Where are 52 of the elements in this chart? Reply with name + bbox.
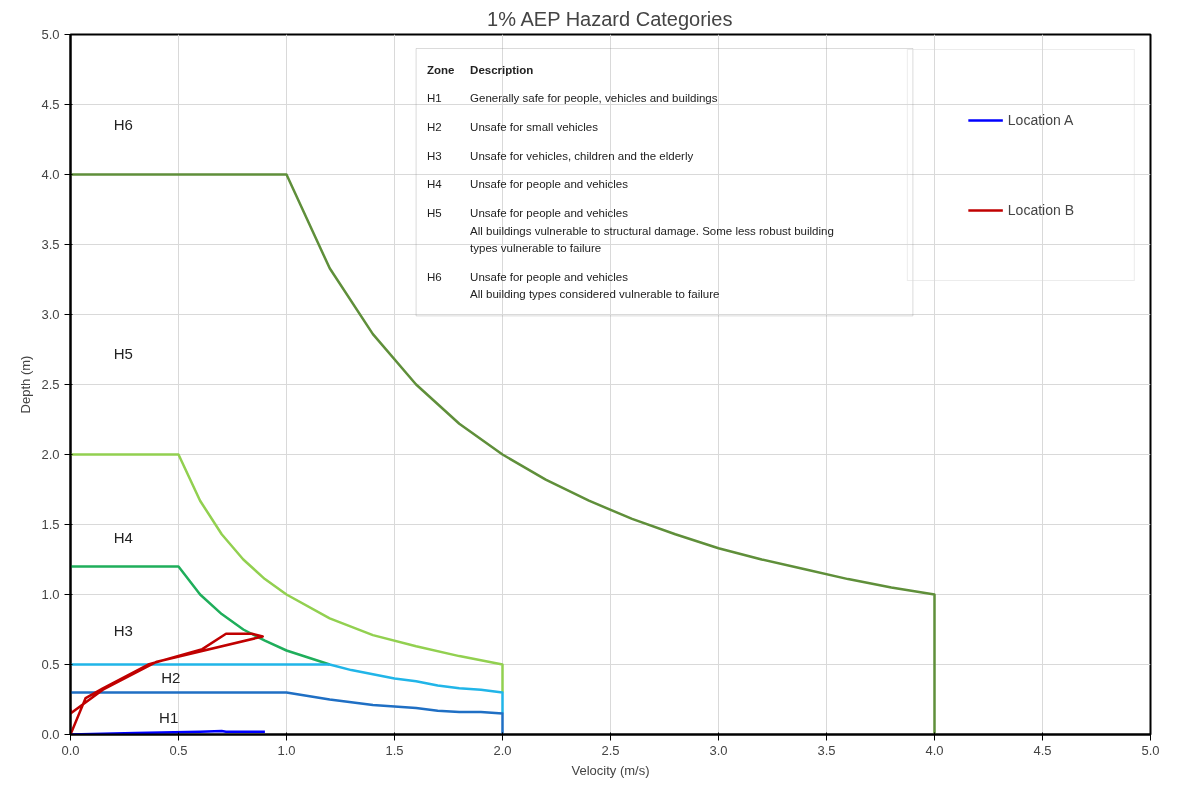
annotation: Description xyxy=(470,63,534,76)
x-tick-label: 5.0 xyxy=(1141,742,1160,758)
x-tick-label: 3.0 xyxy=(709,742,728,758)
x-axis-title: Velocity (m/s) xyxy=(571,762,650,778)
annotation: H2 xyxy=(426,120,442,133)
chart-title: 1% AEP Hazard Categories xyxy=(487,7,733,30)
line-series xyxy=(70,691,504,735)
annotation: H1 xyxy=(426,92,442,105)
annotation: Generally safe for people, vehicles and buildings xyxy=(470,92,718,105)
x-tick-label: 2.5 xyxy=(601,742,620,758)
line-series xyxy=(70,663,504,715)
annotation: Zone xyxy=(426,63,455,76)
x-tick-label: 0.0 xyxy=(61,742,80,758)
annotation: H4 xyxy=(113,528,133,546)
annotation: H4 xyxy=(426,178,443,191)
y-tick-label: 4.5 xyxy=(41,97,60,112)
annotation: Unsafe for people and vehicles All buildings vulnerable to structural damage. Some less robust building types vulnerable to failure xyxy=(470,207,834,254)
legend-label: Location B xyxy=(1007,202,1074,218)
annotation: Unsafe for people and vehicles xyxy=(470,178,629,191)
annotation: H2 xyxy=(161,668,181,686)
x-tick-label: 2.0 xyxy=(493,742,512,758)
annotation: H6 xyxy=(426,270,442,283)
x-tick-label: 1.5 xyxy=(385,742,404,758)
annotation: H5 xyxy=(113,345,133,363)
x-tick-label: 4.0 xyxy=(925,742,944,758)
annotation: Unsafe for vehicles, children and the elderly xyxy=(470,149,694,162)
y-tick-label: 4.0 xyxy=(41,167,60,182)
annotation: H6 xyxy=(113,115,133,133)
line-series xyxy=(70,565,331,666)
y-tick-label: 1.5 xyxy=(41,517,60,532)
y-tick-label: 1.0 xyxy=(41,587,60,602)
y-axis-title: Depth (m) xyxy=(18,355,34,414)
annotation: H5 xyxy=(426,207,442,219)
line-series xyxy=(70,173,936,735)
annotation: Unsafe for small vehicles xyxy=(470,120,599,133)
annotation: H3 xyxy=(113,622,133,640)
y-tick-label: 5.0 xyxy=(41,27,60,42)
y-tick-label: 3.0 xyxy=(41,307,60,322)
annotation: H1 xyxy=(159,709,179,727)
annotation: Unsafe for people and vehicles All building types considered vulnerable to failure xyxy=(470,270,720,301)
y-tick-label: 2.5 xyxy=(41,377,60,392)
legend-label: Location A xyxy=(1007,112,1074,128)
line-series xyxy=(70,453,504,694)
y-tick-label: 3.5 xyxy=(41,237,60,252)
y-tick-label: 0.5 xyxy=(41,657,60,672)
x-tick-label: 1.0 xyxy=(277,742,296,758)
x-tick-label: 3.5 xyxy=(817,742,836,758)
annotation: H3 xyxy=(426,149,442,162)
y-tick-label: 0.0 xyxy=(41,727,60,742)
x-tick-label: 0.5 xyxy=(169,742,188,758)
y-tick-label: 2.0 xyxy=(41,447,60,462)
x-tick-label: 4.5 xyxy=(1033,742,1052,758)
